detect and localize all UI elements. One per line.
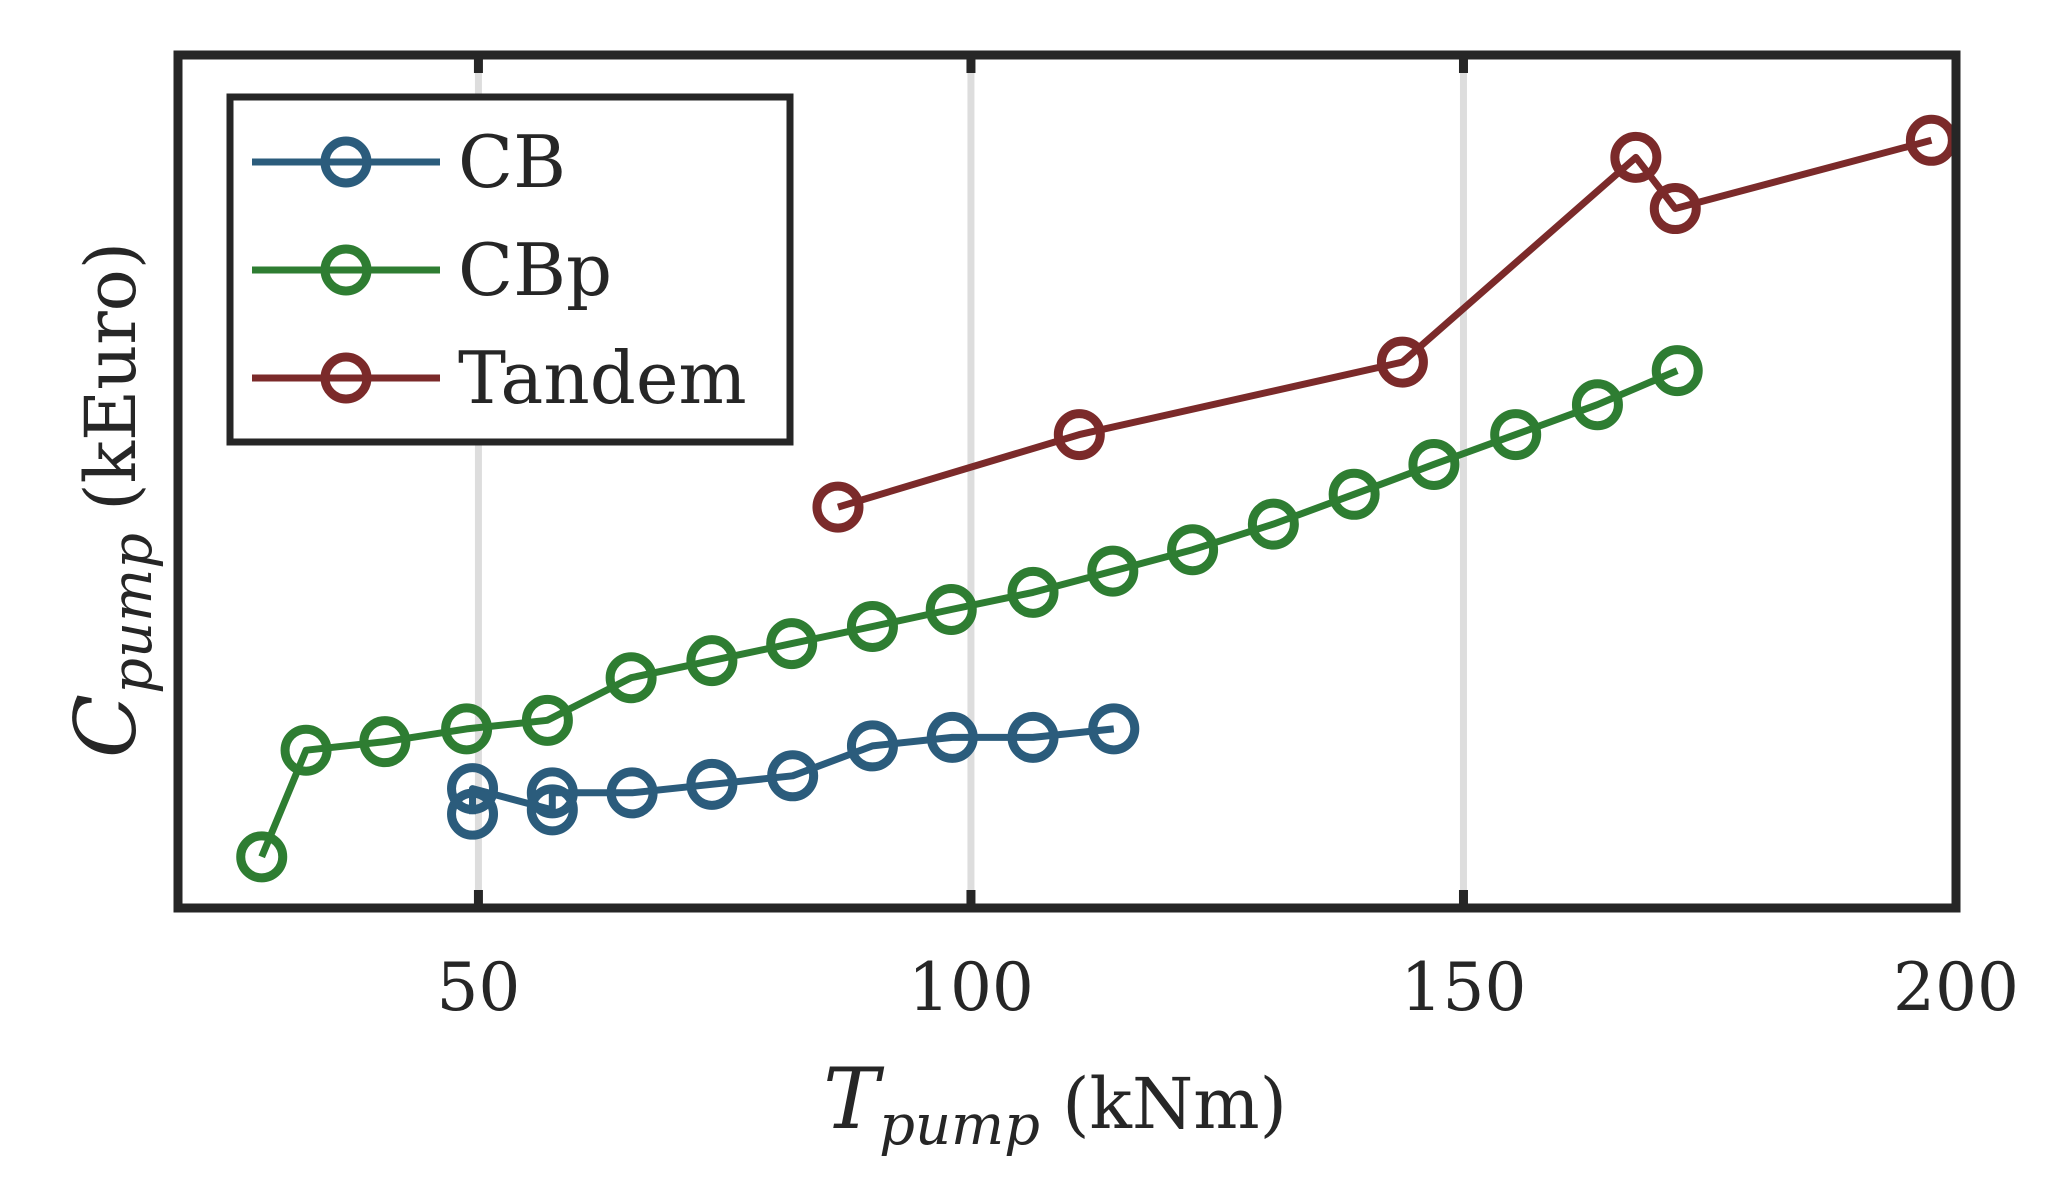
legend-entry-tandem: Tandem: [252, 336, 747, 420]
point-tandem-1: [1053, 409, 1105, 461]
point-cbp-15: [1408, 438, 1460, 490]
point-cb-2: [526, 784, 578, 836]
series-line-cbp: [258, 367, 1679, 859]
point-cbp-4: [521, 694, 573, 746]
point-cbp-13: [1247, 498, 1299, 550]
series-line-cb: [469, 725, 1115, 815]
point-cbp-17: [1571, 379, 1623, 431]
series-cbp: [236, 345, 1703, 883]
y-axis-subscript: pump: [100, 533, 165, 694]
legend-label-tandem: Tandem: [458, 336, 747, 420]
point-cbp-9: [925, 583, 977, 635]
x-axis-symbol: T: [823, 1050, 885, 1148]
point-cbp-11: [1087, 545, 1139, 597]
point-cbp-2: [359, 716, 411, 768]
legend-entry-cbp: CBp: [252, 228, 612, 312]
point-cb-8: [926, 711, 978, 763]
x-tick-label-150: 150: [1400, 949, 1526, 1026]
point-cb-6: [767, 750, 819, 802]
x-tick-label-200: 200: [1893, 949, 2019, 1026]
legend-entry-cb: CB: [252, 120, 566, 204]
x-axis-subscript: pump: [879, 1093, 1040, 1158]
point-cbp-1: [280, 724, 332, 776]
series-tandem: [812, 114, 1956, 533]
point-cb-5: [686, 758, 738, 810]
x-axis-unit: (kNm): [1040, 1063, 1287, 1145]
point-cbp-12: [1167, 524, 1219, 576]
point-cb-3: [526, 767, 578, 819]
y-axis-unit: (kEuro): [70, 242, 152, 533]
point-cbp-16: [1490, 409, 1542, 461]
point-cb-10: [1088, 703, 1140, 755]
x-ticks: [473, 55, 1961, 908]
data-series: [236, 114, 1956, 883]
series-line-tandem: [836, 136, 1933, 511]
point-cb-0: [447, 788, 499, 840]
y-axis-label: Cpump (kEuro): [57, 242, 165, 758]
point-tandem-3: [1610, 131, 1662, 183]
legend-marker-cb: [320, 136, 372, 188]
point-cbp-8: [846, 601, 898, 653]
legend-marker-cbp: [320, 244, 372, 296]
x-tick-labels: 50 100 150 200: [436, 949, 2019, 1026]
point-tandem-4: [1649, 183, 1701, 235]
plot-frame: [173, 50, 1961, 913]
point-cb-7: [846, 720, 898, 772]
point-cb-4: [606, 767, 658, 819]
point-cbp-6: [686, 635, 738, 687]
point-cbp-10: [1007, 566, 1059, 618]
point-cbp-18: [1651, 345, 1703, 397]
legend-marker-tandem: [320, 352, 372, 404]
point-cbp-14: [1328, 468, 1380, 520]
legend-label-cb: CB: [458, 120, 566, 204]
point-tandem-0: [812, 481, 864, 533]
series-cb: [447, 703, 1140, 840]
x-tick-label-50: 50: [436, 949, 520, 1026]
point-cbp-5: [605, 652, 657, 704]
point-cbp-3: [441, 703, 493, 755]
legend-label-cbp: CBp: [458, 228, 612, 312]
x-tick-label-100: 100: [908, 949, 1034, 1026]
point-cbp-0: [236, 831, 288, 883]
point-cb-9: [1007, 711, 1059, 763]
point-cbp-7: [766, 618, 818, 670]
point-tandem-2: [1376, 336, 1428, 388]
x-axis-label: Tpump (kNm): [823, 1050, 1287, 1158]
point-cb-1: [447, 763, 499, 815]
y-axis-symbol: C: [57, 694, 155, 758]
legend: CB CBp Tandem: [226, 93, 794, 446]
